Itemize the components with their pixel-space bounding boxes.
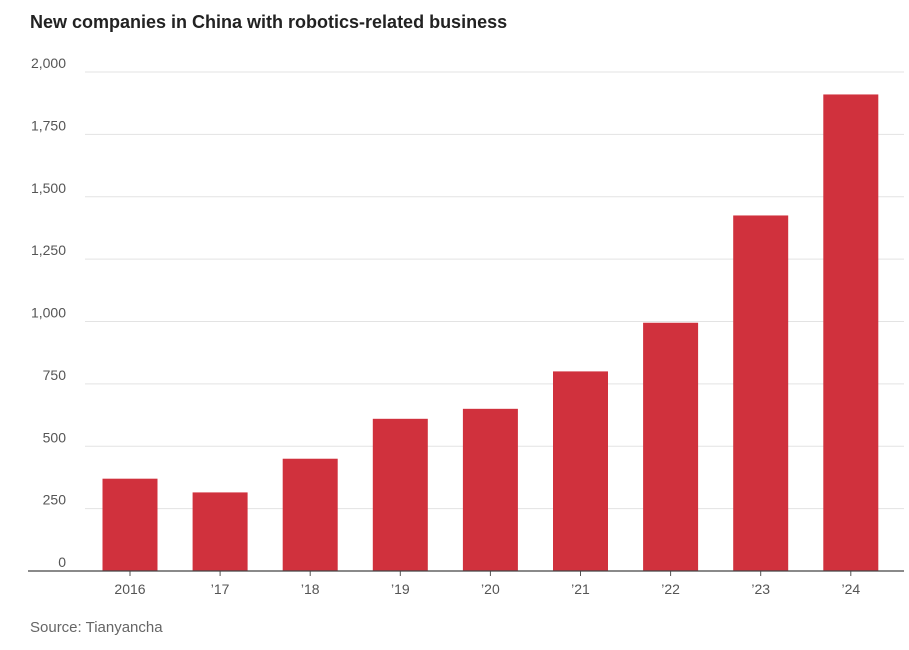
y-tick-label: 2,000 xyxy=(31,55,66,71)
bars xyxy=(102,94,879,571)
x-tick-label: ’17 xyxy=(211,581,230,597)
y-tick-label: 1,250 xyxy=(31,242,66,258)
y-tick-label: 250 xyxy=(43,492,67,508)
source-note: Source: Tianyancha xyxy=(30,619,163,636)
bar xyxy=(462,408,518,571)
x-tick-label: ’19 xyxy=(391,581,410,597)
y-tick-label: 1,750 xyxy=(31,117,66,133)
chart-title: New companies in China with robotics-rel… xyxy=(30,12,508,32)
x-tick-label: ’20 xyxy=(481,581,500,597)
x-tick-label: ’22 xyxy=(661,581,680,597)
x-tick-label: ’21 xyxy=(571,581,590,597)
bar xyxy=(102,478,158,571)
bar xyxy=(553,371,608,571)
y-axis-ticks: 0 250 500 750 1,000 1,250 1,500 1,750 2,000 xyxy=(31,55,66,570)
x-tick-label: ’24 xyxy=(841,581,860,597)
x-tick-label: ’23 xyxy=(751,581,770,597)
x-tick-label: 2016 xyxy=(114,581,145,597)
bar xyxy=(192,492,248,571)
y-tick-label: 500 xyxy=(43,429,67,445)
y-tick-label: 1,000 xyxy=(31,305,66,321)
y-tick-label: 750 xyxy=(43,367,67,383)
y-tick-label: 0 xyxy=(58,554,66,570)
bar xyxy=(823,94,879,571)
bar xyxy=(282,458,338,571)
y-tick-label: 1,500 xyxy=(31,180,66,196)
x-tick-label: ’18 xyxy=(301,581,320,597)
bar xyxy=(733,215,789,571)
bar xyxy=(372,418,428,571)
x-axis-ticks: 2016 ’17 ’18 ’19 ’20 ’21 ’22 ’23 ’24 xyxy=(114,571,860,597)
bar xyxy=(643,322,699,571)
